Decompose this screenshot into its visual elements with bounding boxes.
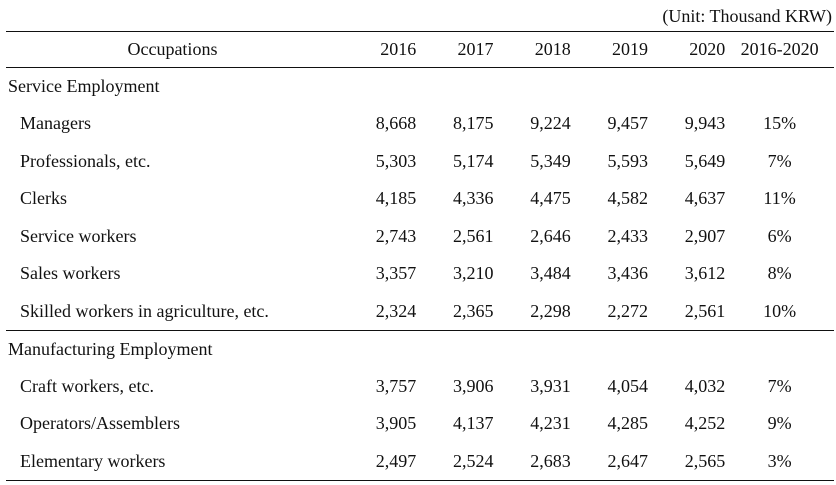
value-cell: 2,561 — [684, 300, 726, 321]
section-row: Service Employment — [6, 68, 834, 106]
value-cell: 4,137 — [452, 413, 494, 434]
occupation-label: Service workers — [20, 225, 137, 246]
value-cell: 2,565 — [647, 442, 726, 481]
value-cell: 9,224 — [530, 113, 571, 134]
occupation-label: Skilled workers in agriculture, etc. — [20, 300, 269, 321]
value-cell: 2,524 — [416, 442, 494, 481]
change-cell: 11% — [763, 188, 796, 209]
table-row: Professionals, etc. 5,303 5,174 5,349 5,593 5… — [6, 143, 834, 181]
value-cell: 5,349 — [530, 150, 571, 171]
change-cell: 15% — [763, 113, 797, 134]
value-cell: 4,285 — [607, 413, 648, 434]
occupation-label: Sales workers — [20, 263, 121, 284]
value-cell: 9,943 — [684, 113, 726, 134]
value-cell: 4,582 — [607, 188, 648, 209]
header-year: 2019 — [570, 31, 648, 68]
occupation-label: Professionals, etc. — [20, 150, 151, 171]
value-cell: 9,457 — [607, 113, 648, 134]
header-row: Occupations 2016 2017 2018 2019 2020 201… — [6, 31, 834, 68]
occupation-label: Clerks — [20, 188, 67, 209]
unit-note: (Unit: Thousand KRW) — [662, 6, 832, 26]
value-cell: 4,054 — [607, 375, 648, 396]
value-cell: 3,931 — [530, 375, 571, 396]
table-row: Skilled workers in agriculture, etc. 2,32… — [6, 293, 834, 331]
value-cell: 5,303 — [375, 150, 417, 171]
change-cell: 7% — [767, 150, 792, 171]
value-cell: 3,906 — [452, 375, 494, 396]
change-cell: 6% — [767, 225, 792, 246]
table-row: Craft workers, etc. 3,757 3,906 3,931 4,054 4… — [6, 368, 834, 406]
header-year: 2017 — [416, 31, 494, 68]
value-cell: 3,210 — [452, 263, 494, 284]
value-cell: 8,668 — [375, 113, 417, 134]
value-cell: 3,357 — [375, 263, 417, 284]
value-cell: 4,252 — [684, 413, 726, 434]
occupation-label: Operators/Assemblers — [20, 413, 180, 434]
value-cell: 3,905 — [375, 413, 417, 434]
value-cell: 2,561 — [452, 225, 494, 246]
section-title: Manufacturing Employment — [6, 329, 834, 368]
table-row: Clerks 4,185 4,336 4,475 4,582 4,637 11% — [6, 180, 834, 218]
value-cell: 2,907 — [684, 225, 726, 246]
value-cell: 2,647 — [570, 442, 648, 481]
header-year: 2018 — [493, 31, 571, 68]
value-cell: 4,336 — [452, 188, 494, 209]
value-cell: 3,757 — [375, 375, 417, 396]
table-row: Elementary workers 2,497 2,524 2,683 2,647 2,… — [6, 442, 834, 481]
value-cell: 2,272 — [607, 300, 648, 321]
value-cell: 2,646 — [530, 225, 571, 246]
header-year: 2020 — [647, 31, 726, 68]
change-cell: 9% — [767, 413, 792, 434]
change-cell: 7% — [767, 375, 792, 396]
value-cell: 3,484 — [530, 263, 571, 284]
value-cell: 3,612 — [684, 263, 726, 284]
change-cell: 8% — [767, 263, 792, 284]
value-cell: 5,593 — [607, 150, 648, 171]
value-cell: 4,637 — [684, 188, 726, 209]
table-row: Sales workers 3,357 3,210 3,484 3,436 3,612 8% — [6, 255, 834, 293]
value-cell: 4,475 — [530, 188, 571, 209]
table-body: Service Employment Managers 8,668 8,175 9,22… — [6, 68, 834, 481]
value-cell: 2,743 — [375, 225, 417, 246]
value-cell: 5,174 — [452, 150, 494, 171]
value-cell: 2,683 — [493, 442, 571, 481]
value-cell: 4,032 — [684, 375, 726, 396]
value-cell: 2,324 — [375, 300, 417, 321]
value-cell: 3,436 — [607, 263, 648, 284]
value-cell: 4,231 — [530, 413, 571, 434]
occupation-label: Craft workers, etc. — [20, 375, 154, 396]
value-cell: 5,649 — [684, 150, 726, 171]
value-cell: 4,185 — [375, 188, 417, 209]
section-row: Manufacturing Employment — [6, 329, 834, 368]
value-cell: 2,497 — [338, 442, 417, 481]
header-change: 2016-2020 — [725, 31, 834, 68]
change-cell: 10% — [763, 300, 797, 321]
value-cell: 2,298 — [530, 300, 571, 321]
table-row: Service workers 2,743 2,561 2,646 2,433 2,907… — [6, 218, 834, 256]
occupation-label: Managers — [20, 113, 91, 134]
value-cell: 8,175 — [452, 113, 494, 134]
change-cell: 3% — [725, 442, 834, 481]
header-occupations: Occupations — [6, 31, 339, 68]
table-row: Managers 8,668 8,175 9,224 9,457 9,943 15% — [6, 105, 834, 143]
table-row: Operators/Assemblers 3,905 4,137 4,231 4,285… — [6, 405, 834, 443]
header-year: 2016 — [338, 31, 417, 68]
value-cell: 2,365 — [452, 300, 494, 321]
section-title: Service Employment — [8, 76, 160, 96]
occupation-label: Elementary workers — [6, 442, 339, 481]
wage-table: Occupations 2016 2017 2018 2019 2020 201… — [6, 31, 834, 481]
value-cell: 2,433 — [607, 225, 648, 246]
